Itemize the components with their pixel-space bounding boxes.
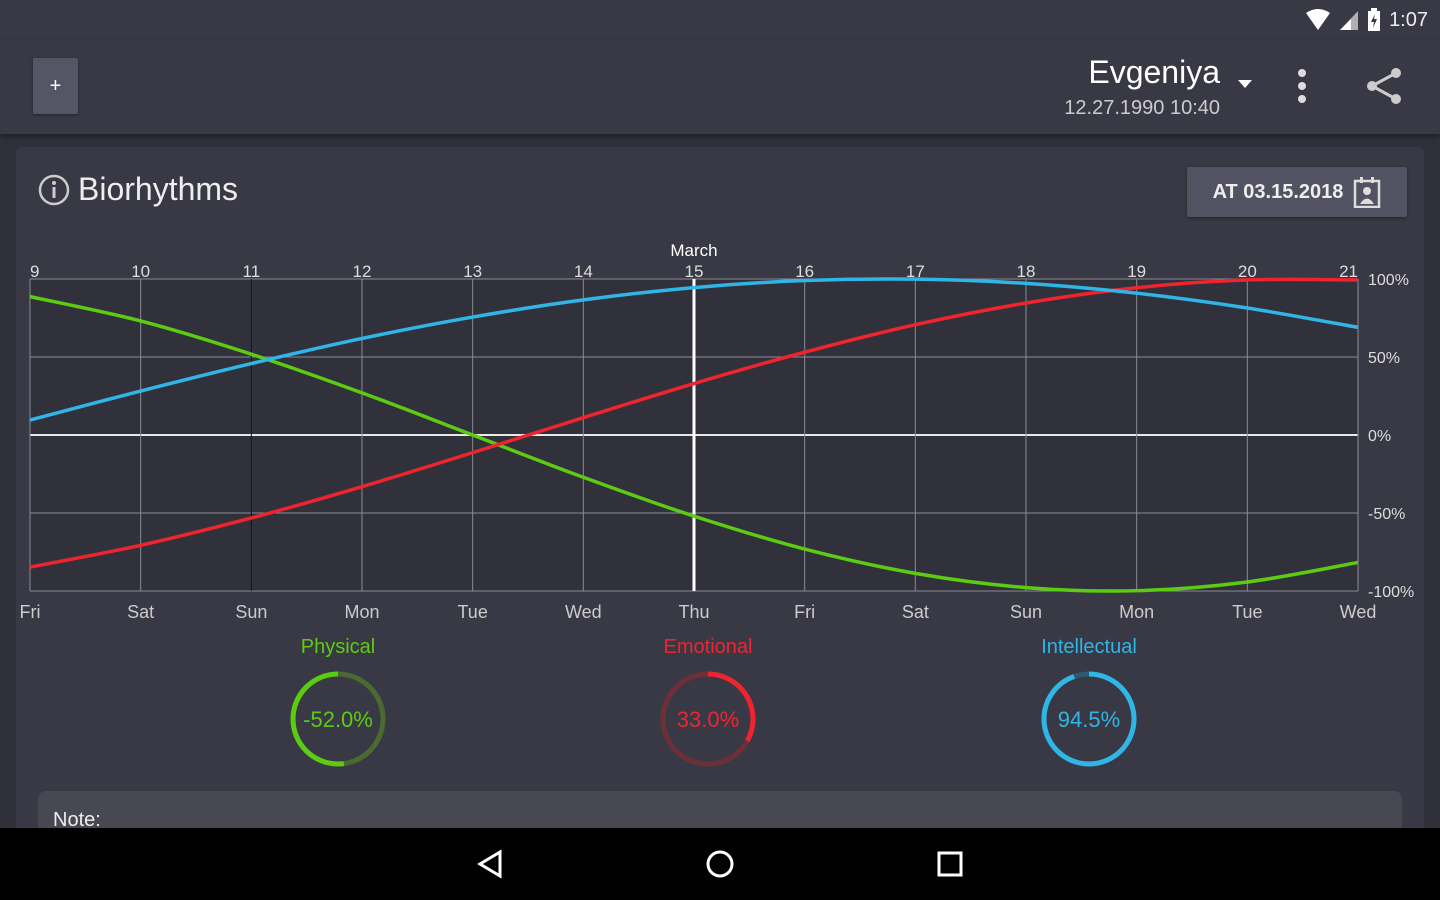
gauge-value: 33.0% <box>677 707 739 732</box>
profile-name[interactable]: Evgeniya <box>1088 54 1220 90</box>
calendar-icon <box>1354 177 1381 208</box>
gauge-label: Intellectual <box>1041 636 1137 658</box>
day-label: 11 <box>243 262 261 281</box>
gauge-intellectual: Intellectual 94.5% <box>1009 636 1169 771</box>
day-label: 9 <box>30 262 39 281</box>
app-bar: + Evgeniya 12.27.1990 10:40 <box>0 40 1440 134</box>
y-tick-label: 0% <box>1368 428 1391 445</box>
weekday-label: Thu <box>678 602 709 622</box>
weekday-label: Sat <box>127 602 154 622</box>
gauge-physical: Physical -52.0% <box>258 636 418 771</box>
day-label: 20 <box>1238 262 1257 281</box>
gauge-label: Emotional <box>663 636 753 658</box>
series-line-intellectual <box>29 277 1359 422</box>
day-label: 13 <box>463 262 482 281</box>
home-icon[interactable] <box>705 849 735 879</box>
day-label: 18 <box>1017 262 1036 281</box>
weekday-label: Sat <box>902 602 929 622</box>
weekday-label: Wed <box>565 602 602 622</box>
series-line-emotional <box>29 277 1359 569</box>
gauge-ring: 94.5% <box>1041 671 1137 767</box>
weekday-label: Tue <box>1232 602 1262 622</box>
battery-charging-icon <box>1368 8 1381 31</box>
gauge-progress-arc <box>660 671 756 767</box>
y-tick-label: 100% <box>1368 272 1409 289</box>
y-tick-label: 50% <box>1368 350 1400 367</box>
add-button[interactable]: + <box>33 58 78 114</box>
day-label: 19 <box>1127 262 1146 281</box>
weekday-label: Fri <box>794 602 815 622</box>
day-label: 21 <box>1339 262 1358 281</box>
month-label: March <box>670 241 717 260</box>
info-icon[interactable] <box>38 174 70 206</box>
more-options-icon[interactable] <box>1290 68 1314 104</box>
title-text: Biorhythms <box>78 171 239 207</box>
card-title: Biorhythms <box>38 171 238 208</box>
gauge-emotional: Emotional 33.0% <box>628 636 788 771</box>
note-label: Note: <box>53 809 101 831</box>
gauge-ring: -52.0% <box>290 671 386 767</box>
signal-icon <box>1340 11 1359 30</box>
weekday-label: Tue <box>457 602 487 622</box>
date-picker-button[interactable]: AT 03.15.2018 <box>1187 167 1407 217</box>
day-label: 10 <box>131 262 150 281</box>
clock: 1:07 <box>1389 8 1428 31</box>
weekday-label: Mon <box>344 602 379 622</box>
day-label: 16 <box>795 262 814 281</box>
gauge-ring: 33.0% <box>660 671 756 767</box>
y-tick-label: -50% <box>1368 506 1405 523</box>
navigation-bar <box>0 828 1440 900</box>
day-label: 14 <box>574 262 593 281</box>
weekday-label: Sun <box>235 602 267 622</box>
gauge-value: -52.0% <box>303 707 373 732</box>
weekday-label: Wed <box>1340 602 1377 622</box>
wifi-icon <box>1306 9 1331 30</box>
status-bar: 1:07 <box>0 0 1440 40</box>
y-tick-label: -100% <box>1368 584 1414 601</box>
gauge-progress-arc <box>1041 671 1137 767</box>
gauge-progress-arc <box>290 671 386 767</box>
gauge-value: 94.5% <box>1058 707 1120 732</box>
weekday-label: Fri <box>20 602 41 622</box>
biorhythm-chart: 100% 50% 0% -50% -100% 9 Fri 10 Sat 11 Sun 12 Mon 13 T… <box>20 241 1415 622</box>
back-icon[interactable] <box>475 849 505 879</box>
day-label: 17 <box>906 262 925 281</box>
share-icon[interactable] <box>1364 66 1404 106</box>
date-label: AT 03.15.2018 <box>1212 180 1344 203</box>
birth-datetime: 12.27.1990 10:40 <box>1064 97 1220 119</box>
day-label: 15 <box>685 262 704 281</box>
day-label: 12 <box>353 262 372 281</box>
weekday-label: Mon <box>1119 602 1154 622</box>
gauge-label: Physical <box>300 636 376 658</box>
series-line-physical <box>29 294 1359 593</box>
recents-icon[interactable] <box>935 849 965 879</box>
profile-dropdown-icon[interactable] <box>1238 80 1252 88</box>
weekday-label: Sun <box>1010 602 1042 622</box>
